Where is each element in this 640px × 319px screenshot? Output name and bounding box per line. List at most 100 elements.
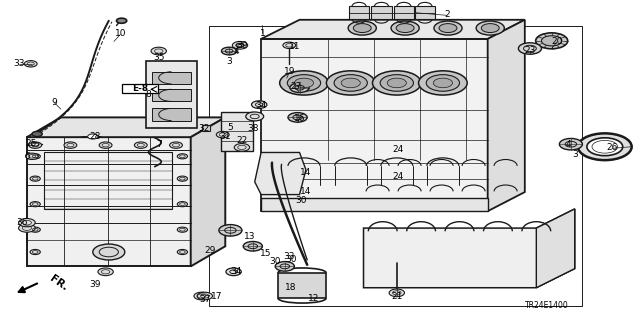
Circle shape xyxy=(439,24,457,33)
Circle shape xyxy=(194,292,209,300)
Text: 30: 30 xyxy=(269,257,281,266)
Text: 4: 4 xyxy=(566,140,571,149)
Circle shape xyxy=(19,219,35,227)
Polygon shape xyxy=(261,39,488,211)
Circle shape xyxy=(30,202,40,207)
Circle shape xyxy=(380,75,413,91)
Circle shape xyxy=(151,47,166,55)
Polygon shape xyxy=(371,6,392,19)
Circle shape xyxy=(433,78,452,88)
Polygon shape xyxy=(255,152,306,195)
Text: 8: 8 xyxy=(146,90,151,99)
Text: 2: 2 xyxy=(444,10,449,19)
Polygon shape xyxy=(202,125,210,131)
Text: 33: 33 xyxy=(13,59,25,68)
Text: 39: 39 xyxy=(89,280,100,289)
Circle shape xyxy=(177,202,188,207)
Text: 30: 30 xyxy=(295,197,307,205)
Circle shape xyxy=(481,24,499,33)
Circle shape xyxy=(283,42,296,48)
Text: 24: 24 xyxy=(392,145,404,154)
Circle shape xyxy=(26,153,38,160)
Text: 19: 19 xyxy=(284,67,295,76)
Polygon shape xyxy=(152,89,191,101)
Circle shape xyxy=(290,83,309,93)
Text: 27: 27 xyxy=(290,82,301,91)
Polygon shape xyxy=(536,209,575,288)
Circle shape xyxy=(252,101,267,108)
Circle shape xyxy=(177,176,188,181)
Circle shape xyxy=(170,142,182,148)
Text: 26: 26 xyxy=(606,143,618,152)
Circle shape xyxy=(426,75,460,91)
Polygon shape xyxy=(415,6,435,19)
Circle shape xyxy=(288,113,307,122)
Text: 35: 35 xyxy=(153,53,164,62)
Text: 6: 6 xyxy=(24,152,29,161)
Circle shape xyxy=(243,241,262,251)
Text: 14: 14 xyxy=(300,187,312,196)
Text: 38: 38 xyxy=(247,124,259,133)
Text: 10: 10 xyxy=(115,29,126,38)
Circle shape xyxy=(93,244,125,260)
Circle shape xyxy=(287,75,321,91)
Circle shape xyxy=(419,71,467,95)
Polygon shape xyxy=(261,198,488,211)
Polygon shape xyxy=(27,117,225,137)
Text: 25: 25 xyxy=(25,139,36,148)
Text: 7: 7 xyxy=(156,140,161,149)
Text: 34: 34 xyxy=(230,267,241,276)
Circle shape xyxy=(31,142,39,146)
Text: 36: 36 xyxy=(17,218,28,227)
Circle shape xyxy=(391,21,419,35)
Circle shape xyxy=(99,142,112,148)
Circle shape xyxy=(30,154,40,159)
Polygon shape xyxy=(27,137,191,266)
Text: 17: 17 xyxy=(211,292,222,300)
Circle shape xyxy=(232,41,248,49)
Text: 4: 4 xyxy=(234,47,239,56)
Circle shape xyxy=(236,43,244,47)
Polygon shape xyxy=(191,117,225,266)
Text: E-8: E-8 xyxy=(132,84,148,93)
Circle shape xyxy=(30,227,40,232)
Circle shape xyxy=(246,112,264,121)
Polygon shape xyxy=(278,273,326,298)
Circle shape xyxy=(177,227,188,232)
Polygon shape xyxy=(221,112,253,151)
Circle shape xyxy=(587,138,623,156)
Circle shape xyxy=(221,47,237,55)
Circle shape xyxy=(134,142,147,148)
Text: 11: 11 xyxy=(289,42,300,51)
Circle shape xyxy=(389,289,404,297)
Circle shape xyxy=(334,75,367,91)
Circle shape xyxy=(326,71,375,95)
Circle shape xyxy=(578,133,632,160)
Circle shape xyxy=(88,134,98,139)
Polygon shape xyxy=(394,6,414,19)
Text: 29: 29 xyxy=(204,246,216,255)
Text: 21: 21 xyxy=(391,292,403,300)
Circle shape xyxy=(280,71,328,95)
Circle shape xyxy=(30,249,40,255)
FancyBboxPatch shape xyxy=(122,84,158,93)
Text: 24: 24 xyxy=(392,172,404,181)
Text: 28: 28 xyxy=(89,132,100,141)
Text: FR.: FR. xyxy=(48,274,70,293)
Circle shape xyxy=(275,262,294,271)
Text: 12: 12 xyxy=(308,294,319,303)
Circle shape xyxy=(541,36,562,46)
Circle shape xyxy=(294,78,314,88)
Text: 23: 23 xyxy=(524,46,536,55)
Text: 20: 20 xyxy=(551,37,563,46)
Circle shape xyxy=(226,268,241,276)
Circle shape xyxy=(116,18,127,23)
Circle shape xyxy=(19,224,35,232)
Circle shape xyxy=(197,292,212,300)
Circle shape xyxy=(372,71,421,95)
Circle shape xyxy=(396,24,414,33)
Text: 31: 31 xyxy=(220,132,231,141)
Circle shape xyxy=(353,24,371,33)
Text: 39: 39 xyxy=(236,41,248,50)
Circle shape xyxy=(476,21,504,35)
